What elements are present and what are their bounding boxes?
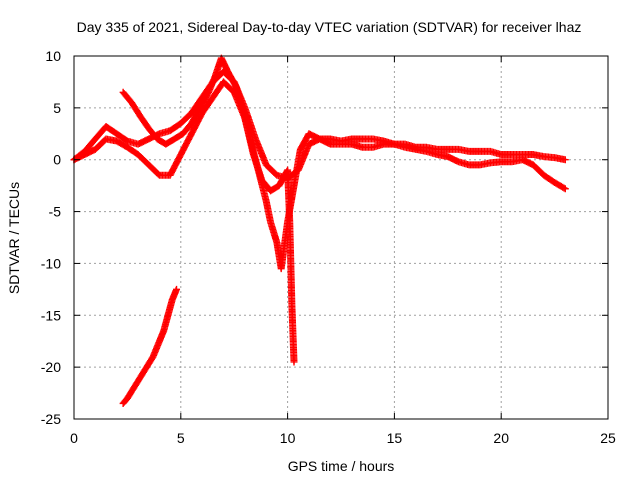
plus-marker	[561, 156, 569, 164]
chart-title: Day 335 of 2021, Sidereal Day-to-day VTE…	[77, 19, 582, 35]
series-track-3	[119, 54, 298, 366]
axis-ticks: 0 5 10 15 20 25 -25 -20 -15 -10 -5 0 5 10	[41, 48, 616, 446]
y-tick-label: 5	[53, 100, 61, 116]
y-tick-label: -25	[41, 411, 61, 427]
data-marks	[70, 54, 569, 407]
series-track-4	[119, 285, 181, 407]
x-tick-label: 20	[493, 430, 509, 446]
y-tick-label: -5	[49, 204, 62, 220]
x-tick-label: 10	[280, 430, 296, 446]
x-tick-label: 25	[600, 430, 616, 446]
y-tick-label: 10	[45, 48, 61, 64]
plus-marker	[560, 184, 568, 192]
x-tick-label: 0	[70, 430, 78, 446]
plus-marker	[290, 358, 298, 366]
plus-marker	[173, 285, 181, 293]
x-tick-label: 15	[387, 430, 403, 446]
y-tick-label: -10	[41, 255, 61, 271]
y-tick-label: -15	[41, 307, 61, 323]
x-tick-label: 5	[177, 430, 185, 446]
x-axis-label: GPS time / hours	[288, 458, 395, 474]
y-axis-label: SDTVAR / TECUs	[6, 182, 22, 294]
plus-marker	[561, 185, 569, 193]
plot-frame	[73, 55, 609, 420]
y-tick-label: -20	[41, 359, 61, 375]
y-tick-label: 0	[53, 152, 61, 168]
